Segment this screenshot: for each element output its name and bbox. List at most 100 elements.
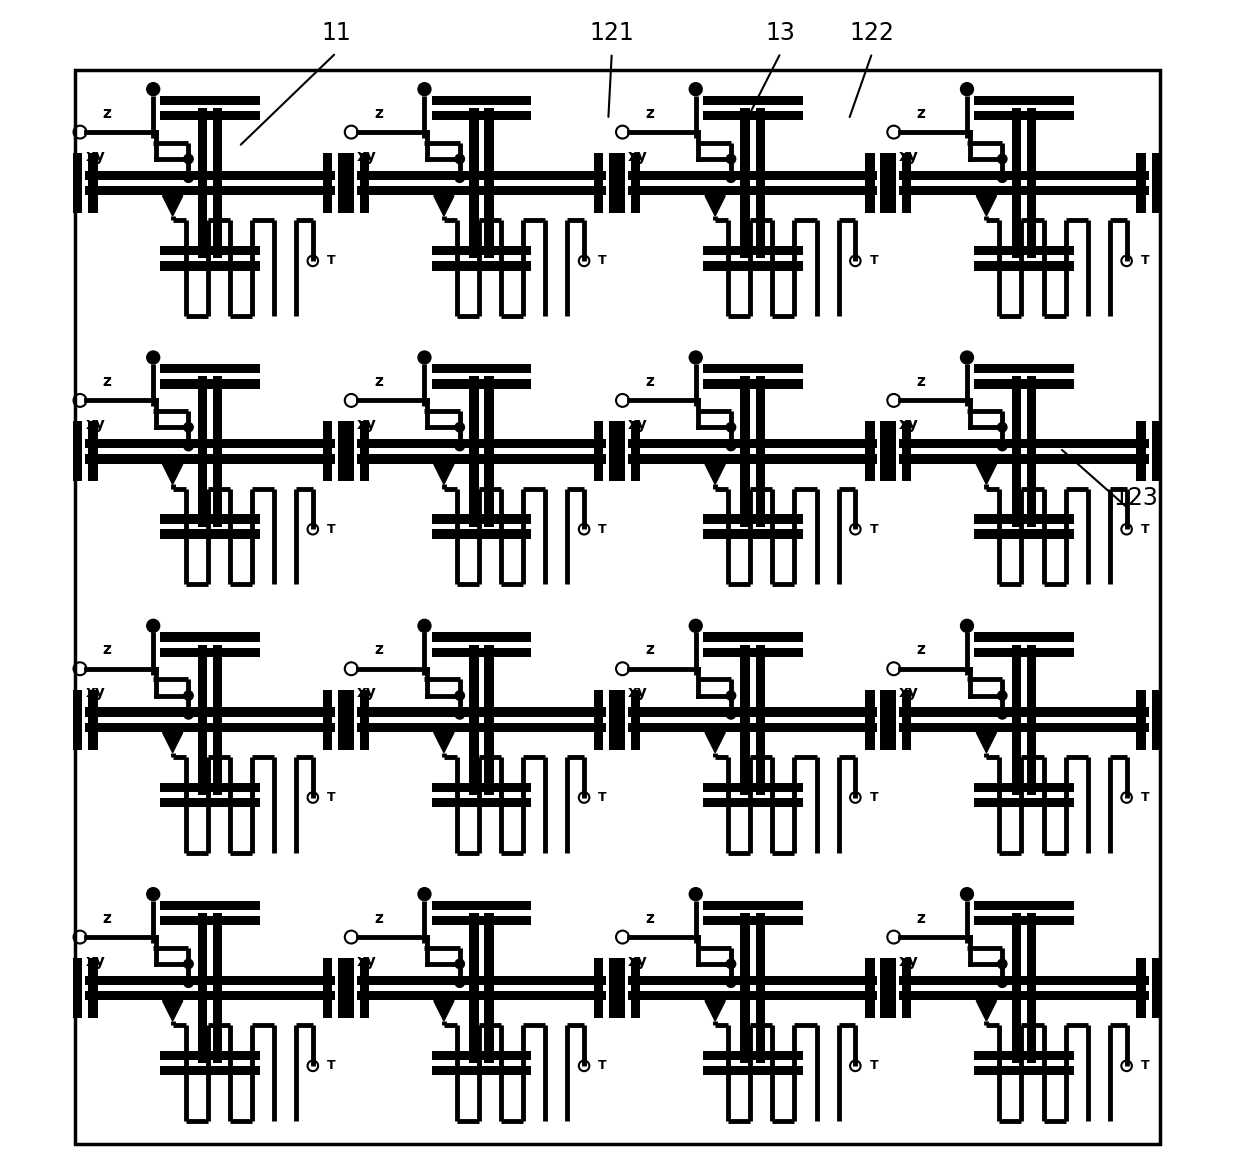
Bar [887, 152, 897, 213]
Bar [86, 171, 335, 181]
Bar [887, 690, 897, 750]
Bar [615, 690, 625, 750]
Bar [899, 707, 1148, 717]
Text: 123: 123 [1114, 487, 1158, 510]
Bar [160, 514, 260, 523]
Circle shape [997, 691, 1007, 700]
Polygon shape [706, 732, 725, 753]
Polygon shape [434, 196, 454, 216]
Bar [899, 723, 1148, 732]
Bar [975, 916, 1074, 925]
Bar [899, 454, 1148, 463]
Bar [594, 690, 604, 750]
Bar [703, 529, 802, 538]
Bar [903, 958, 911, 1018]
Bar [899, 439, 1148, 448]
Circle shape [961, 83, 973, 96]
Bar [975, 364, 1074, 373]
Text: T: T [869, 791, 878, 804]
Text: T: T [598, 255, 606, 267]
Circle shape [727, 710, 735, 719]
Bar [703, 514, 802, 523]
Text: xy: xy [86, 954, 105, 969]
Circle shape [997, 172, 1007, 182]
Bar [160, 529, 260, 538]
Circle shape [184, 172, 193, 182]
Bar [1136, 421, 1146, 481]
Text: z: z [645, 374, 653, 389]
Bar [1136, 958, 1146, 1018]
Bar [594, 152, 604, 213]
Bar [345, 958, 353, 1018]
Bar [615, 958, 625, 1018]
Bar [337, 421, 347, 481]
Text: T: T [869, 1059, 878, 1072]
Bar [975, 1051, 1074, 1060]
Circle shape [727, 172, 735, 182]
Bar [703, 364, 802, 373]
Circle shape [689, 351, 702, 364]
Bar [887, 958, 897, 1018]
Bar [866, 958, 874, 1018]
Bar [975, 798, 1074, 807]
Bar [615, 152, 625, 213]
Bar [432, 632, 532, 642]
Bar [432, 111, 532, 121]
Text: z: z [374, 910, 383, 925]
Bar [975, 782, 1074, 792]
Bar [594, 421, 604, 481]
Text: T: T [598, 791, 606, 804]
Bar [1012, 108, 1021, 258]
Bar [975, 647, 1074, 657]
Bar [432, 96, 532, 106]
Bar [432, 647, 532, 657]
Text: xy: xy [899, 149, 919, 164]
Bar [631, 690, 640, 750]
Bar [880, 958, 890, 1018]
Bar [609, 421, 619, 481]
Bar [432, 1051, 532, 1060]
Circle shape [997, 960, 1007, 969]
Circle shape [184, 710, 193, 719]
Text: z: z [645, 643, 653, 657]
Bar [631, 958, 640, 1018]
Circle shape [961, 351, 973, 364]
Bar [160, 798, 260, 807]
Bar [469, 645, 479, 795]
Bar [213, 377, 222, 527]
Bar [432, 901, 532, 910]
Text: T: T [1141, 791, 1149, 804]
Polygon shape [434, 465, 454, 484]
Bar [975, 262, 1074, 271]
Text: 121: 121 [589, 21, 634, 45]
Text: T: T [598, 523, 606, 536]
Circle shape [418, 888, 432, 901]
Bar [432, 379, 532, 388]
Bar [160, 901, 260, 910]
Bar [631, 152, 640, 213]
Bar [160, 246, 260, 256]
Bar [1136, 690, 1146, 750]
Text: xy: xy [899, 685, 919, 700]
Bar [198, 377, 207, 527]
Bar [703, 647, 802, 657]
Circle shape [455, 691, 465, 700]
Bar [975, 379, 1074, 388]
Bar [627, 976, 878, 985]
Bar [627, 991, 878, 1001]
Bar [322, 958, 332, 1018]
Bar [160, 1051, 260, 1060]
Bar [198, 913, 207, 1063]
Text: T: T [1141, 523, 1149, 536]
Circle shape [727, 691, 735, 700]
Bar [903, 690, 911, 750]
Bar [88, 421, 98, 481]
Circle shape [455, 710, 465, 719]
Bar [337, 690, 347, 750]
Bar [360, 421, 370, 481]
Circle shape [455, 422, 465, 432]
Bar [903, 152, 911, 213]
Bar [1152, 690, 1161, 750]
Bar [337, 958, 347, 1018]
Bar [357, 723, 606, 732]
